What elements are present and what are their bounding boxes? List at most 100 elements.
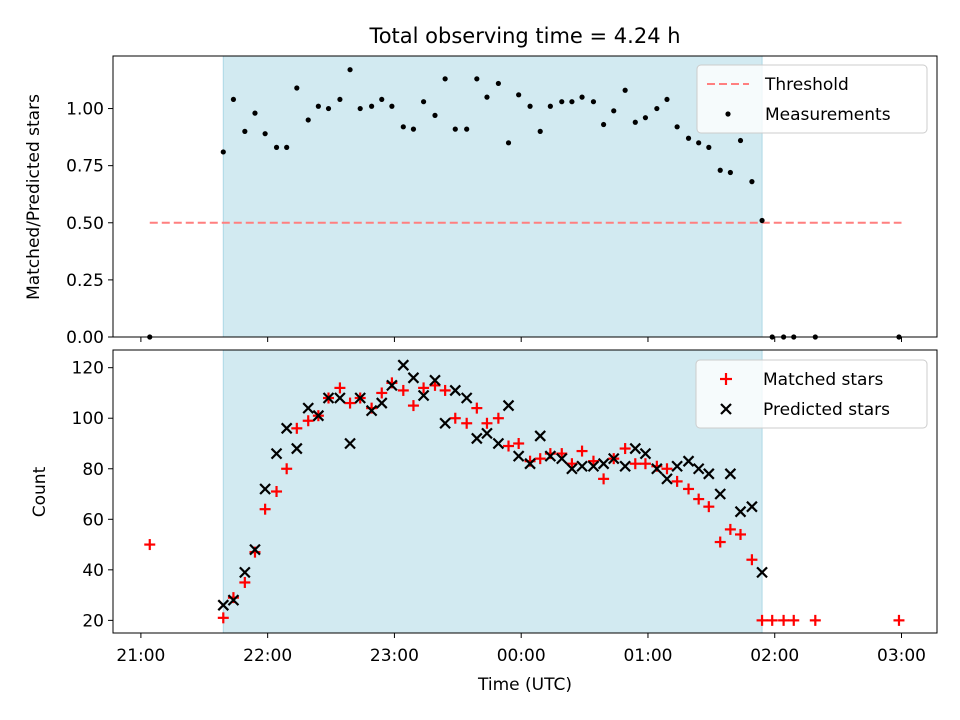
matched-star-point (492, 412, 504, 424)
measurement-point (464, 126, 470, 132)
y-tick-label: 0.25 (66, 271, 104, 291)
predicted-star-point (449, 384, 462, 397)
measurement-point (347, 67, 353, 73)
predicted-star-point (302, 402, 315, 414)
matched-star-point (766, 614, 778, 626)
legend-measurements-swatch (725, 111, 731, 117)
y-tick-label: 0.75 (66, 157, 104, 177)
measurement-point (442, 76, 448, 82)
measurement-points (147, 67, 902, 340)
predicted-star-point (714, 488, 727, 500)
predicted-star-point (607, 452, 620, 465)
matched-star-point (714, 536, 726, 548)
matched-star-point (788, 614, 800, 626)
matched-star-point (302, 415, 314, 427)
matched-star-point (344, 397, 356, 409)
x-tick-label: 01:00 (623, 646, 672, 666)
measurement-point (315, 103, 321, 109)
x-tick-label: 00:00 (497, 646, 546, 666)
matched-star-point (534, 453, 546, 465)
measurement-point (284, 144, 290, 150)
predicted-star-point (671, 460, 683, 473)
measurement-point (759, 217, 765, 224)
measurement-point (622, 87, 628, 93)
bottom-legend: Matched stars Predicted stars (695, 359, 928, 429)
matched-star-point (259, 503, 271, 515)
x-tick-label: 21:00 (116, 646, 165, 666)
predicted-star-point (375, 397, 388, 409)
measurement-point (432, 112, 438, 118)
measurement-point (611, 108, 617, 114)
matched-star-point (629, 458, 641, 470)
matched-star-point (693, 493, 705, 505)
matched-star-point (683, 483, 695, 495)
measurement-point (484, 94, 490, 100)
predicted-star-point (460, 392, 473, 404)
matched-star-point (735, 528, 747, 540)
matched-star-point (703, 501, 715, 513)
predicted-star-point (354, 392, 366, 404)
predicted-star-point (249, 543, 261, 556)
predicted-star-point (661, 473, 673, 485)
measurement-point (696, 140, 702, 146)
measurement-point (559, 99, 565, 105)
predicted-star-point (344, 437, 356, 450)
predicted-star-point (502, 399, 515, 412)
matched-star-point (439, 384, 451, 396)
legend-predicted-label: Predicted stars (763, 400, 890, 420)
predicted-star-point (471, 432, 483, 445)
y-tick-label: 80 (82, 460, 104, 480)
predicted-star-point (270, 447, 283, 460)
measurement-point (242, 128, 248, 134)
predicted-star-point (217, 599, 230, 611)
bottom-y-axis-label: Count (30, 466, 50, 517)
measurement-point (642, 115, 649, 121)
matched-star-point (418, 382, 430, 394)
matched-star-point (471, 402, 483, 414)
measurement-point (452, 126, 458, 132)
predicted-star-point (619, 460, 631, 473)
matched-star-point (144, 539, 156, 551)
predicted-star-point (544, 450, 557, 462)
measurement-point (325, 105, 332, 112)
measurement-point (273, 144, 280, 150)
y-tick-label: 60 (82, 510, 104, 530)
y-tick-label: 100 (72, 409, 104, 429)
measurement-point (600, 121, 607, 128)
matched-star-point (576, 445, 588, 457)
matched-star-point (778, 614, 790, 626)
predicted-star-point (576, 460, 588, 473)
predicted-star-point (724, 468, 737, 480)
predicted-star-point (703, 468, 715, 480)
matched-star-point (397, 384, 409, 396)
measurement-point (632, 119, 638, 125)
bottom-x-ticks: 21:00 22:00 23:00 00:00 01:00 02:00 03:00 (116, 633, 926, 666)
predicted-star-point (386, 379, 398, 392)
top-x-ticks (140, 337, 903, 342)
matched-star-point (661, 463, 673, 475)
measurement-point (527, 103, 533, 109)
predicted-star-point (555, 452, 568, 465)
predicted-star-point (597, 457, 610, 470)
measurement-point (389, 103, 395, 109)
legend-threshold-label: Threshold (764, 75, 849, 95)
matched-star-point (503, 440, 515, 452)
bottom-panel: 20 40 60 80 100 120 21:00 22:00 23:00 00:00 01:00… (30, 349, 938, 695)
matched-star-point (598, 473, 610, 485)
measurement-point (505, 140, 512, 146)
top-axes-frame (112, 55, 938, 338)
matched-star-point (291, 422, 303, 434)
measurement-point (706, 144, 712, 150)
chart-title: Total observing time = 4.24 h (368, 24, 680, 48)
x-tick-label: 23:00 (370, 646, 419, 666)
matched-star-point (376, 387, 388, 399)
measurement-point (369, 103, 375, 109)
predicted-star-point (407, 372, 420, 384)
measurement-point (654, 105, 660, 112)
measurement-point (537, 128, 543, 134)
bottom-y-ticks: 20 40 60 80 100 120 (72, 359, 113, 631)
matched-star-point (449, 412, 461, 424)
predicted-star-point (439, 417, 451, 430)
predicted-star-point (227, 594, 240, 606)
